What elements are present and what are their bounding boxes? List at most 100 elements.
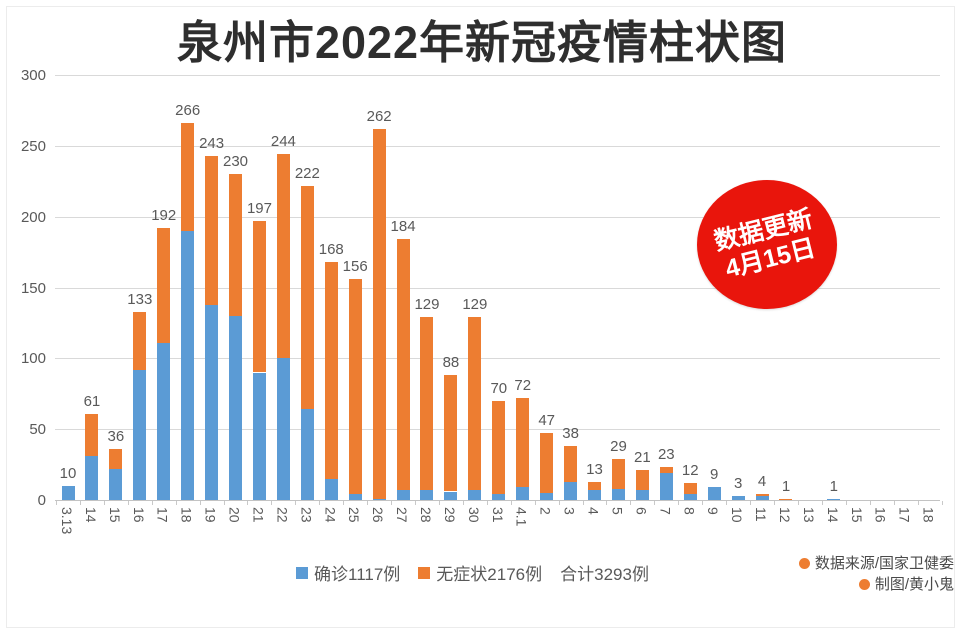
credits: 数据来源/国家卫健委 制图/黄小鬼: [798, 553, 954, 595]
bar-segment-confirmed: [372, 498, 386, 500]
bar-segment-confirmed: [348, 494, 362, 500]
bar-value-label: 13: [586, 460, 603, 478]
bar-value-label: 61: [83, 392, 101, 410]
bar-segment-confirmed: [564, 481, 578, 500]
x-axis-tick: [797, 501, 799, 505]
bar-value-label: 23: [657, 446, 675, 464]
x-axis-tick: [917, 501, 919, 505]
bar-value-label: 70: [490, 379, 508, 397]
x-axis-label: 26: [370, 507, 387, 523]
bar-segment-asymptomatic: [588, 481, 602, 491]
bar-segment-asymptomatic: [683, 483, 697, 495]
y-axis-tick-label: 150: [20, 279, 46, 297]
bar-segment-asymptomatic: [348, 279, 362, 495]
bar-segment-confirmed: [109, 468, 123, 500]
gridline: [55, 358, 940, 360]
bar-value-label: 12: [681, 462, 699, 479]
bar-value-label: 184: [390, 218, 416, 236]
bar-segment-asymptomatic: [564, 446, 578, 482]
gridline: [55, 145, 940, 147]
gridline: [55, 75, 940, 76]
bar-value-label: 38: [562, 425, 579, 443]
x-axis-tick: [486, 501, 488, 505]
bar-value-label: 192: [151, 207, 177, 224]
x-axis-label: 17: [154, 507, 171, 523]
credit-author-text: 制图/黄小鬼: [874, 576, 954, 593]
legend-item-total: 合计3293例: [560, 560, 649, 585]
bar-segment-confirmed: [85, 456, 99, 500]
bar-segment-confirmed: [731, 495, 745, 500]
bar-segment-confirmed: [611, 488, 625, 500]
bar-value-label: 243: [199, 134, 225, 152]
bar-segment-confirmed: [683, 494, 697, 500]
x-axis-label: 25: [346, 507, 363, 523]
x-axis-label: 14: [82, 507, 99, 523]
legend-asymptomatic-label: 无症状2176例: [436, 565, 543, 584]
credit-source-text: 数据来源/国家卫健委: [814, 555, 954, 572]
x-axis-tick: [774, 501, 776, 505]
x-axis-tick: [391, 501, 393, 505]
bar-segment-asymptomatic: [300, 185, 314, 410]
gridline: [55, 216, 940, 218]
x-axis-tick: [510, 501, 512, 505]
x-axis-label: 18: [178, 507, 195, 523]
confirmed-swatch-icon: [296, 566, 308, 579]
bar-segment-asymptomatic: [157, 228, 171, 343]
bar-value-label: 197: [246, 199, 272, 217]
x-axis-tick: [534, 501, 536, 505]
x-axis-tick: [678, 501, 680, 505]
bar-segment-asymptomatic: [205, 155, 219, 305]
asymptomatic-swatch-icon: [418, 566, 431, 579]
bar-segment-confirmed: [181, 230, 195, 500]
bar-segment-asymptomatic: [85, 413, 99, 457]
x-axis-tick: [726, 501, 728, 505]
x-axis-tick: [175, 501, 177, 505]
x-axis-label: 5: [609, 507, 626, 515]
x-axis-tick: [702, 501, 704, 505]
bar-segment-confirmed: [229, 315, 243, 500]
credit-source: 数据来源/国家卫健委: [798, 553, 954, 574]
bar-segment-asymptomatic: [468, 317, 482, 491]
x-axis-tick: [845, 501, 847, 505]
bar-value-label: 72: [514, 377, 532, 394]
bar-value-label: 262: [366, 107, 392, 125]
bar-segment-asymptomatic: [420, 317, 434, 491]
bar-segment-asymptomatic: [109, 449, 123, 469]
bar-segment-asymptomatic: [492, 400, 506, 495]
x-axis-label: 15: [106, 507, 123, 523]
bar-value-label: 88: [442, 354, 460, 372]
bar-segment-confirmed: [755, 495, 769, 500]
bar-segment-confirmed: [516, 487, 530, 500]
bar-value-label: 29: [610, 437, 627, 455]
y-axis-tick-label: 100: [20, 350, 46, 368]
y-axis-tick-label: 300: [20, 67, 46, 84]
bar-value-label: 129: [414, 296, 440, 314]
x-axis-label: 16: [872, 507, 889, 523]
bar-value-label: 222: [294, 164, 320, 182]
bar-segment-asymptomatic: [755, 494, 769, 496]
x-axis-label: 3: [561, 507, 578, 515]
x-axis-label: 8: [681, 507, 698, 515]
x-axis-tick: [247, 501, 249, 505]
legend-total-label: 合计3293例: [560, 565, 649, 584]
x-axis-tick: [606, 501, 608, 505]
x-axis-label: 9: [705, 507, 722, 515]
x-axis-tick: [151, 501, 153, 505]
x-axis-label: 4.1: [513, 507, 530, 527]
x-axis-tick: [343, 501, 345, 505]
y-axis-tick-label: 200: [20, 208, 46, 226]
x-axis-tick: [869, 501, 871, 505]
x-axis-label: 12: [776, 507, 793, 523]
x-axis-label: 30: [465, 507, 482, 523]
legend: 确诊1117例 无症状2176例 合计3293例: [296, 560, 649, 585]
bar-segment-confirmed: [252, 372, 266, 500]
legend-item-asymptomatic: 无症状2176例: [418, 560, 542, 585]
orange-dot-icon: [858, 579, 870, 590]
bar-segment-confirmed: [276, 358, 290, 500]
bar-segment-confirmed: [827, 498, 841, 500]
bar-value-label: 47: [538, 412, 555, 430]
bar-segment-confirmed: [540, 492, 554, 500]
y-axis-tick-label: 250: [20, 137, 46, 155]
bar-segment-confirmed: [659, 473, 673, 500]
bar-segment-asymptomatic: [229, 174, 243, 316]
